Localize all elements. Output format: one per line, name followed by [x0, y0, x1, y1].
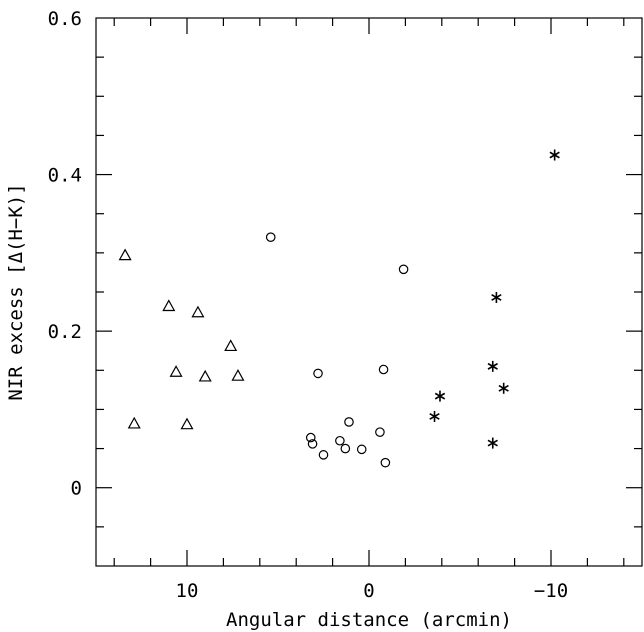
- circle-point: [375, 427, 385, 437]
- asterisk-stroke: [498, 384, 509, 392]
- asterisk-point: [434, 390, 446, 402]
- triangle-point: [118, 248, 132, 261]
- triangle-point: [127, 416, 141, 429]
- triangle-point: [191, 305, 205, 318]
- triangle-point: [162, 299, 176, 312]
- asterisk-point: [549, 149, 560, 161]
- circle-point: [307, 439, 318, 449]
- triangle-point: [180, 417, 194, 430]
- triangle-point: [169, 365, 183, 377]
- asterisk-point: [429, 410, 440, 422]
- asterisk-stroke: [487, 362, 498, 370]
- x-tick-label: 0: [363, 580, 374, 602]
- tick-labels: 10 0 −10 0 0.2 0.4 0.6: [48, 8, 568, 602]
- x-tick-label: 10: [176, 580, 199, 602]
- x-axis-label: Angular distance (arcmin): [226, 609, 512, 631]
- y-tick-label: 0.6: [48, 8, 82, 30]
- triangle-point: [231, 369, 245, 381]
- circle-point: [318, 450, 329, 460]
- asterisk-stroke: [487, 439, 498, 447]
- triangle-point: [224, 339, 238, 352]
- circle-point: [344, 417, 354, 427]
- y-tick-label: 0.4: [48, 165, 82, 187]
- asterisk-point: [491, 291, 502, 303]
- asterisk-point: [498, 382, 509, 394]
- circle-point: [378, 364, 389, 375]
- asterisk-stroke: [429, 413, 440, 420]
- x-tick-label: −10: [534, 580, 568, 602]
- y-axis-label: NIR excess [Δ(H−K)]: [5, 183, 27, 400]
- circle-point: [340, 443, 351, 454]
- circle-point: [398, 264, 409, 275]
- asterisk-point: [487, 360, 498, 372]
- asterisk-point: [487, 437, 498, 449]
- data-points: [118, 149, 560, 468]
- circle-point: [265, 232, 276, 242]
- circle-point: [313, 368, 323, 379]
- asterisk-stroke: [549, 151, 560, 159]
- asterisk-stroke: [434, 392, 446, 400]
- y-tick-label: 0.2: [48, 321, 82, 343]
- circle-point: [335, 435, 345, 446]
- circle-point: [305, 432, 316, 443]
- y-tick-label: 0: [71, 478, 82, 500]
- asterisk-stroke: [491, 294, 502, 301]
- axis-ticks: [96, 18, 642, 566]
- triangle-point: [198, 369, 212, 382]
- plot-frame: [95, 17, 643, 567]
- circle-point: [356, 444, 367, 455]
- circle-point: [380, 457, 391, 468]
